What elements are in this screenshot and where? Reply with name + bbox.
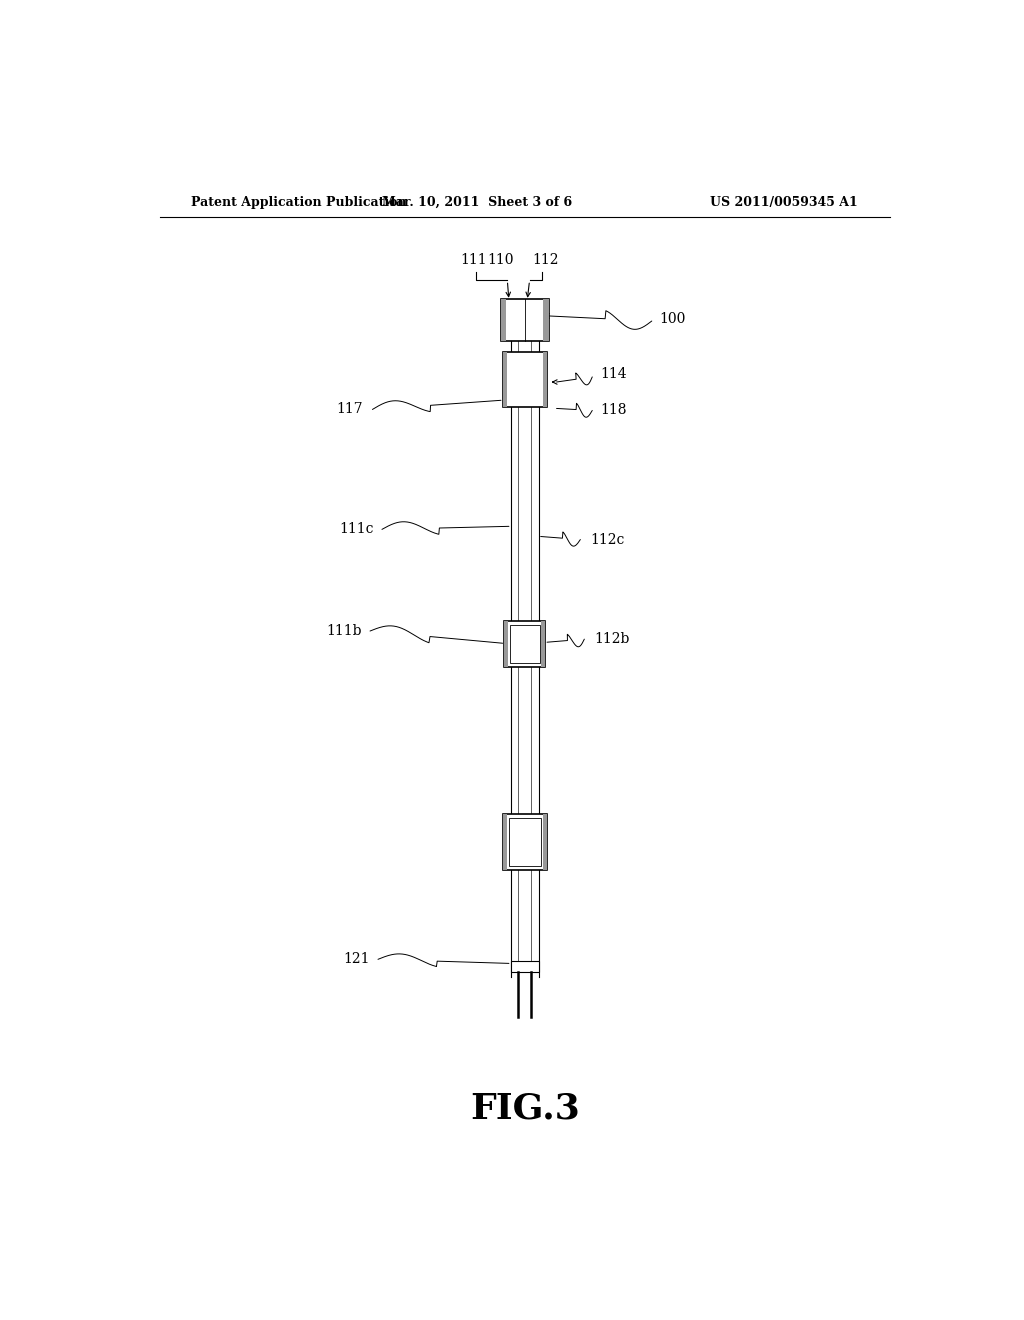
Bar	[503, 814, 547, 870]
Text: 114: 114	[600, 367, 627, 381]
Bar	[503, 351, 507, 408]
Bar	[501, 298, 506, 342]
Text: 111: 111	[461, 253, 487, 267]
Bar	[503, 351, 547, 408]
Text: 111c: 111c	[340, 523, 374, 536]
Text: 110: 110	[487, 253, 514, 267]
Bar	[501, 298, 549, 342]
Text: 118: 118	[600, 404, 627, 417]
Text: 112b: 112b	[594, 632, 629, 647]
Bar	[504, 620, 508, 667]
Text: 112: 112	[532, 253, 559, 267]
Bar	[543, 351, 547, 408]
Text: US 2011/0059345 A1: US 2011/0059345 A1	[711, 195, 858, 209]
Bar	[504, 620, 546, 667]
Text: Mar. 10, 2011  Sheet 3 of 6: Mar. 10, 2011 Sheet 3 of 6	[382, 195, 572, 209]
Bar	[543, 814, 547, 870]
Bar	[542, 620, 546, 667]
Text: 117: 117	[336, 403, 362, 416]
Text: 112c: 112c	[590, 532, 625, 546]
Bar	[511, 961, 539, 972]
Text: Patent Application Publication: Patent Application Publication	[191, 195, 407, 209]
Bar	[503, 814, 507, 870]
Bar	[510, 624, 540, 663]
Bar	[509, 818, 541, 866]
Text: 111b: 111b	[327, 624, 362, 638]
Text: 100: 100	[659, 312, 686, 326]
Bar	[544, 298, 549, 342]
Text: FIG.3: FIG.3	[470, 1092, 580, 1126]
Text: 121: 121	[343, 952, 370, 966]
